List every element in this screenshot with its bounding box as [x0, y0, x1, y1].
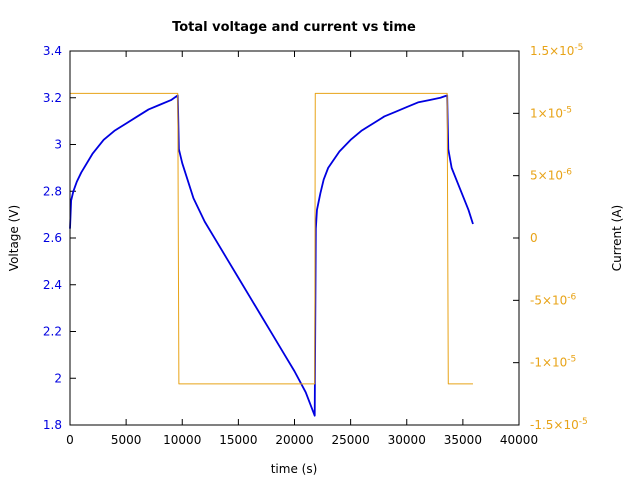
- y2-tick-exponent: -6: [567, 292, 576, 302]
- x-tick-label: 10000: [163, 433, 201, 447]
- x-tick-label: 15000: [219, 433, 257, 447]
- x-axis-title: time (s): [271, 462, 318, 476]
- y-tick-label: 2.6: [43, 231, 62, 245]
- x-tick-label: 35000: [444, 433, 482, 447]
- y2-tick-exponent: -5: [563, 105, 572, 115]
- y2-tick-label: 0: [530, 231, 538, 245]
- plot-frame: [69, 50, 520, 426]
- ticks-layer: 0 5000 10000 15000 20000 25000 30000 35000 40000…: [43, 43, 588, 447]
- series-layer: [69, 92, 474, 417]
- y-axis-title: Voltage (V): [7, 205, 21, 271]
- x-tick-label: 20000: [275, 433, 313, 447]
- y2-tick-label: 1×10-5: [530, 105, 572, 120]
- y-tick-label: 2.8: [43, 184, 62, 198]
- x-tick-label: 30000: [388, 433, 426, 447]
- y-tick-label: 2.2: [43, 325, 62, 339]
- y2-tick-exponent: -5: [574, 43, 583, 53]
- y-tick-label: 1.8: [43, 418, 62, 432]
- voltage-series-line: [69, 94, 474, 417]
- y2-tick-label: -5×10-6: [530, 292, 577, 307]
- y2-tick-label: -1×10-5: [530, 355, 576, 370]
- y2-tick-label: 5×10-6: [530, 168, 572, 183]
- x-tick-label: 5000: [111, 433, 142, 447]
- y2-axis-title: Current (A): [610, 205, 624, 271]
- y-tick-label: 3: [54, 138, 62, 152]
- x-tick-label: 25000: [332, 433, 370, 447]
- y2-tick-label: -1.5×10-5: [530, 417, 588, 432]
- y2-tick-label: 1.5×10-5: [530, 43, 583, 58]
- y2-tick-exponent: -5: [567, 355, 576, 365]
- current-series-line: [70, 92, 473, 385]
- y-tick-label: 2: [54, 371, 62, 385]
- y2-tick-exponent: -6: [563, 168, 572, 178]
- chart-title: Total voltage and current vs time: [172, 20, 416, 35]
- x-tick-label: 40000: [500, 433, 538, 447]
- y2-tick-exponent: -5: [579, 417, 588, 427]
- y-tick-label: 3.2: [43, 91, 62, 105]
- y-tick-label: 2.4: [43, 278, 62, 292]
- x-tick-label: 0: [66, 433, 74, 447]
- y-tick-label: 3.4: [43, 44, 62, 58]
